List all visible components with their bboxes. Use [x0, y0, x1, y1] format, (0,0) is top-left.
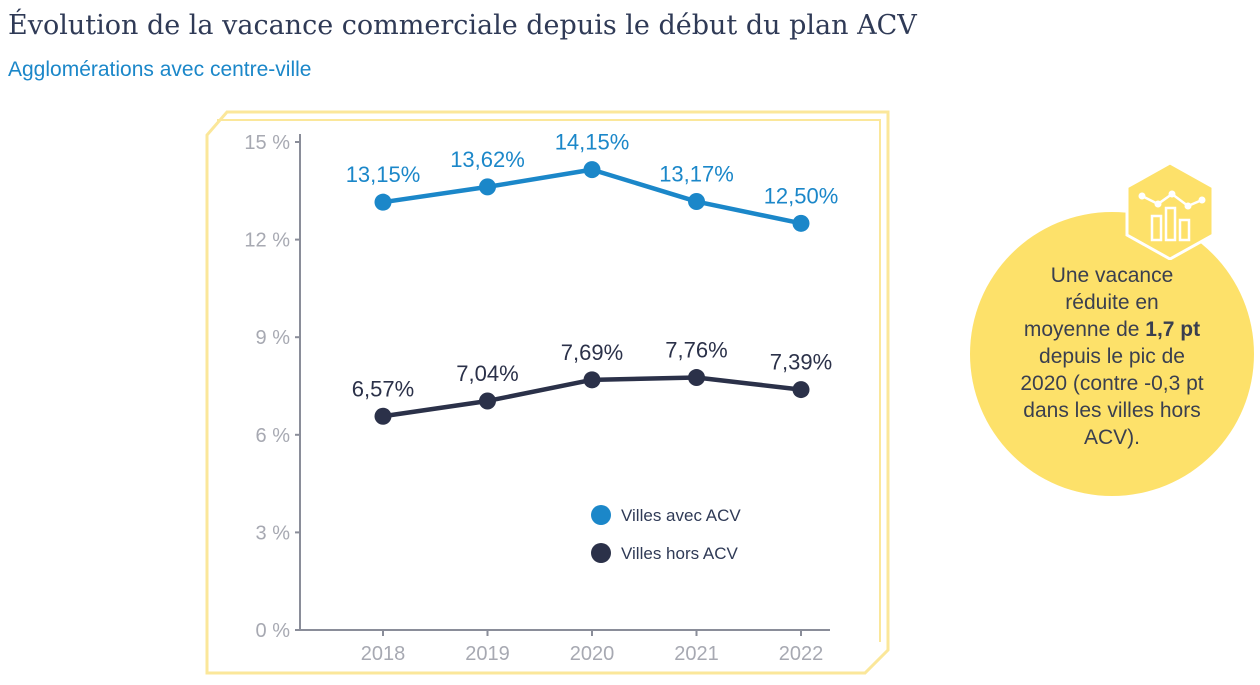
- y-tick-label: 15 %: [244, 132, 290, 154]
- chart-subtitle: Agglomérations avec centre-ville: [8, 58, 312, 81]
- legend: Villes avec ACV Villes hors ACV: [591, 505, 741, 563]
- data-label-villes-avec-acv: 13,62%: [450, 147, 525, 172]
- callout-line-4: depuis le pic de: [1039, 345, 1185, 368]
- data-label-villes-hors-acv: 7,76%: [665, 338, 727, 363]
- line-chart: 0 % 3 % 6 % 9 % 12 % 15 % 2018 2019 2020 2021 2022…: [244, 130, 839, 665]
- callout-line-2: réduite en: [1065, 291, 1159, 314]
- y-tick-label: 9 %: [256, 327, 291, 349]
- axes: 0 % 3 % 6 % 9 % 12 % 15 % 2018 2019 2020 2021 2022: [244, 132, 830, 665]
- data-point-villes-hors-acv: [792, 381, 810, 399]
- y-tick-label: 3 %: [256, 522, 291, 544]
- bar-line-chart-icon: [1125, 161, 1215, 260]
- x-tick-label: 2019: [465, 643, 510, 665]
- callout-line-7: ACV).: [1083, 426, 1140, 449]
- chart-title: Évolution de la vacance commerciale depu…: [8, 10, 917, 41]
- callout-line-3: moyenne de 1,7 pt: [992, 316, 1232, 343]
- chart-panel: [205, 110, 890, 675]
- chart-panel-frame: [205, 110, 890, 675]
- y-tick-label: 12 %: [244, 230, 290, 252]
- data-label-villes-avec-acv: 13,15%: [346, 162, 421, 187]
- data-label-villes-avec-acv: 13,17%: [659, 162, 734, 187]
- x-tick-label: 2021: [674, 643, 719, 665]
- data-label-villes-hors-acv: 7,04%: [456, 361, 518, 386]
- data-point-villes-avec-acv: [479, 178, 496, 196]
- y-tick-label: 6 %: [256, 425, 291, 447]
- x-tick-label: 2020: [570, 643, 615, 665]
- x-tick-label: 2022: [779, 643, 824, 665]
- legend-label-villes-hors-acv: Villes hors ACV: [621, 544, 739, 563]
- data-point-villes-avec-acv: [792, 214, 810, 232]
- data-point-villes-hors-acv: [479, 392, 496, 410]
- data-point-villes-avec-acv: [688, 193, 705, 211]
- callout-line-3-text: moyenne de: [1023, 318, 1146, 341]
- data-label-villes-avec-acv: 12,50%: [764, 183, 839, 208]
- callout-line-6: dans les villes hors: [1023, 399, 1201, 422]
- callout-line-1: Une vacance: [1050, 264, 1174, 287]
- data-point-villes-hors-acv: [374, 407, 392, 425]
- y-tick-label: 0 %: [256, 620, 291, 642]
- data-point-villes-avec-acv: [374, 193, 392, 211]
- data-label-villes-hors-acv: 6,57%: [352, 376, 414, 401]
- callout-text: Une vacance réduite en moyenne de 1,7 pt…: [992, 262, 1232, 451]
- x-tick-label: 2018: [361, 643, 406, 665]
- data-point-villes-hors-acv: [583, 371, 601, 389]
- data-label-villes-hors-acv: 7,69%: [561, 340, 623, 365]
- callout-highlight: 1,7 pt: [1145, 318, 1201, 341]
- data-label-villes-hors-acv: 7,39%: [770, 350, 832, 375]
- legend-label-villes-avec-acv: Villes avec ACV: [621, 506, 741, 525]
- data-point-villes-avec-acv: [583, 161, 601, 179]
- data-label-villes-avec-acv: 14,15%: [555, 130, 630, 155]
- callout-line-5: 2020 (contre -0,3 pt: [1020, 372, 1204, 395]
- data-point-villes-hors-acv: [688, 369, 705, 387]
- series-layer: 13,15% 13,62% 14,15% 13,17% 12,50% 6,57% 7,04%…: [346, 130, 839, 425]
- legend-marker-villes-avec-acv: [591, 505, 611, 525]
- callout-circle: [970, 212, 1254, 496]
- legend-marker-villes-hors-acv: [591, 543, 611, 563]
